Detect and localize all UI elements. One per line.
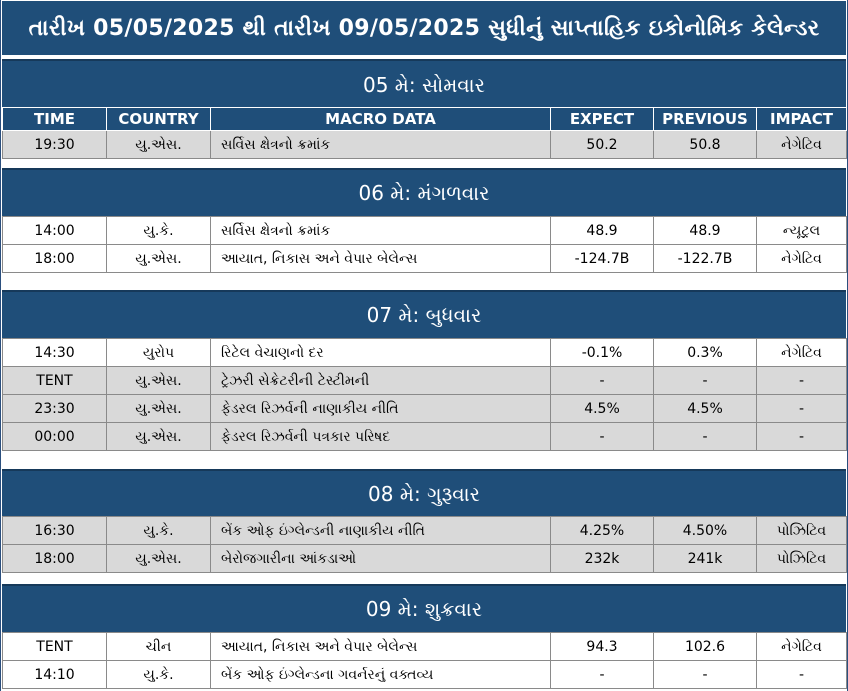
time-cell: 16:30 (2, 516, 107, 545)
expect-cell: -0.1% (550, 338, 654, 367)
previous-cell: 4.50% (653, 516, 757, 545)
impact-cell: પોઝિટિવ (756, 544, 847, 573)
day-table-monday: TIME COUNTRY MACRO DATA EXPECT PREVIOUS … (2, 107, 847, 159)
col-header-time: TIME (2, 107, 107, 131)
table-row: 19:30 યુ.એસ. સર્વિસ ક્ષેત્રનો ક્રમાંક 50… (2, 130, 847, 159)
country-cell: યુ.એસ. (106, 394, 211, 423)
time-cell: 14:10 (2, 660, 107, 689)
table-row: TENT યુ.એસ. ટ્રેઝરી સેક્રેટરીની ટેસ્ટીમન… (2, 366, 847, 395)
time-cell: 00:00 (2, 422, 107, 451)
day-header-friday: 09 મે: શુક્રવાર (2, 584, 846, 632)
previous-cell: 241k (653, 544, 757, 573)
expect-cell: 48.9 (550, 216, 654, 245)
col-header-expect: EXPECT (550, 107, 654, 131)
time-cell: 14:00 (2, 216, 107, 245)
expect-cell: -124.7B (550, 244, 654, 273)
previous-cell: 102.6 (653, 632, 757, 661)
table-row: TENT ચીન આયાત, નિકાસ અને વેપાર બેલેન્સ 9… (2, 632, 847, 661)
expect-cell: - (550, 422, 654, 451)
day-header-thursday: 08 મે: ગુરૂવાર (2, 469, 846, 517)
impact-cell: નેગેટિવ (756, 632, 847, 661)
day-table-thursday: 16:30 યુ.કે. બેંક ઓફ ઇંગ્લેન્ડની નાણાકીય… (2, 516, 847, 573)
time-cell: 18:00 (2, 244, 107, 273)
day-table-tuesday: 14:00 યુ.કે. સર્વિસ ક્ષેત્રનો ક્રમાંક 48… (2, 216, 847, 273)
macro-cell: સર્વિસ ક્ષેત્રનો ક્રમાંક (210, 130, 551, 159)
impact-cell: - (756, 366, 847, 395)
divider (2, 55, 846, 59)
page-title: તારીખ 05/05/2025 થી તારીખ 09/05/2025 સુધ… (2, 1, 846, 55)
macro-cell: બેંક ઓફ ઇંગ્લેન્ડના ગવર્નરનું વક્તવ્ય (210, 660, 551, 689)
table-row: 14:00 યુ.કે. સર્વિસ ક્ષેત્રનો ક્રમાંક 48… (2, 216, 847, 245)
country-cell: ચીન (106, 632, 211, 661)
expect-cell: 232k (550, 544, 654, 573)
time-cell: TENT (2, 632, 107, 661)
impact-cell: ન્યૂટ્રલ (756, 216, 847, 245)
impact-cell: પોઝિટિવ (756, 516, 847, 545)
day-header-tuesday: 06 મે: મંગળવાર (2, 168, 846, 216)
time-cell: 19:30 (2, 130, 107, 159)
previous-cell: - (653, 366, 757, 395)
table-row: 14:10 યુ.કે. બેંક ઓફ ઇંગ્લેન્ડના ગવર્નરન… (2, 660, 847, 689)
impact-cell: - (756, 422, 847, 451)
previous-cell: 50.8 (653, 130, 757, 159)
country-cell: યુ.કે. (106, 660, 211, 689)
expect-cell: 94.3 (550, 632, 654, 661)
previous-cell: -122.7B (653, 244, 757, 273)
time-cell: 14:30 (2, 338, 107, 367)
table-row: 16:30 યુ.કે. બેંક ઓફ ઇંગ્લેન્ડની નાણાકીય… (2, 516, 847, 545)
macro-cell: બેંક ઓફ ઇંગ્લેન્ડની નાણાકીય નીતિ (210, 516, 551, 545)
day-header-wednesday: 07 મે: બુધવાર (2, 290, 846, 338)
table-row: 14:30 યુરોપ રિટેલ વેચાણનો દર -0.1% 0.3% … (2, 338, 847, 367)
country-cell: યુ.એસ. (106, 544, 211, 573)
expect-cell: 4.5% (550, 394, 654, 423)
previous-cell: 48.9 (653, 216, 757, 245)
impact-cell: - (756, 394, 847, 423)
expect-cell: 50.2 (550, 130, 654, 159)
day-table-friday: TENT ચીન આયાત, નિકાસ અને વેપાર બેલેન્સ 9… (2, 632, 847, 689)
macro-cell: ટ્રેઝરી સેક્રેટરીની ટેસ્ટીમની (210, 366, 551, 395)
time-cell: 18:00 (2, 544, 107, 573)
expect-cell: 4.25% (550, 516, 654, 545)
macro-cell: ફેડરલ રિઝર્વની નાણાકીય નીતિ (210, 394, 551, 423)
macro-cell: આયાત, નિકાસ અને વેપાર બેલેન્સ (210, 632, 551, 661)
col-header-previous: PREVIOUS (653, 107, 757, 131)
macro-cell: સર્વિસ ક્ષેત્રનો ક્રમાંક (210, 216, 551, 245)
table-row: 18:00 યુ.એસ. આયાત, નિકાસ અને વેપાર બેલેન… (2, 244, 847, 273)
country-cell: યુ.એસ. (106, 422, 211, 451)
country-cell: યુરોપ (106, 338, 211, 367)
table-row: 00:00 યુ.એસ. ફેડરલ રિઝર્વની પત્રકાર પરિષ… (2, 422, 847, 451)
time-cell: TENT (2, 366, 107, 395)
country-cell: યુ.એસ. (106, 366, 211, 395)
col-header-impact: IMPACT (756, 107, 847, 131)
time-cell: 23:30 (2, 394, 107, 423)
impact-cell: નેગેટિવ (756, 130, 847, 159)
country-cell: યુ.એસ. (106, 130, 211, 159)
day-header-monday: 05 મે: સોમવાર (2, 59, 846, 109)
country-cell: યુ.કે. (106, 516, 211, 545)
table-header-row: TIME COUNTRY MACRO DATA EXPECT PREVIOUS … (2, 107, 847, 131)
macro-cell: બેરોજગારીના આંકડાઓ (210, 544, 551, 573)
impact-cell: નેગેટિવ (756, 244, 847, 273)
macro-cell: રિટેલ વેચાણનો દર (210, 338, 551, 367)
impact-cell: નેગેટિવ (756, 338, 847, 367)
expect-cell: - (550, 366, 654, 395)
macro-cell: આયાત, નિકાસ અને વેપાર બેલેન્સ (210, 244, 551, 273)
table-row: 18:00 યુ.એસ. બેરોજગારીના આંકડાઓ 232k 241… (2, 544, 847, 573)
macro-cell: ફેડરલ રિઝર્વની પત્રકાર પરિષદ (210, 422, 551, 451)
col-header-macro: MACRO DATA (210, 107, 551, 131)
impact-cell: - (756, 660, 847, 689)
previous-cell: 4.5% (653, 394, 757, 423)
country-cell: યુ.કે. (106, 216, 211, 245)
country-cell: યુ.એસ. (106, 244, 211, 273)
previous-cell: - (653, 422, 757, 451)
previous-cell: - (653, 660, 757, 689)
col-header-country: COUNTRY (106, 107, 211, 131)
table-row: 23:30 યુ.એસ. ફેડરલ રિઝર્વની નાણાકીય નીતિ… (2, 394, 847, 423)
previous-cell: 0.3% (653, 338, 757, 367)
expect-cell: - (550, 660, 654, 689)
day-table-wednesday: 14:30 યુરોપ રિટેલ વેચાણનો દર -0.1% 0.3% … (2, 338, 847, 451)
